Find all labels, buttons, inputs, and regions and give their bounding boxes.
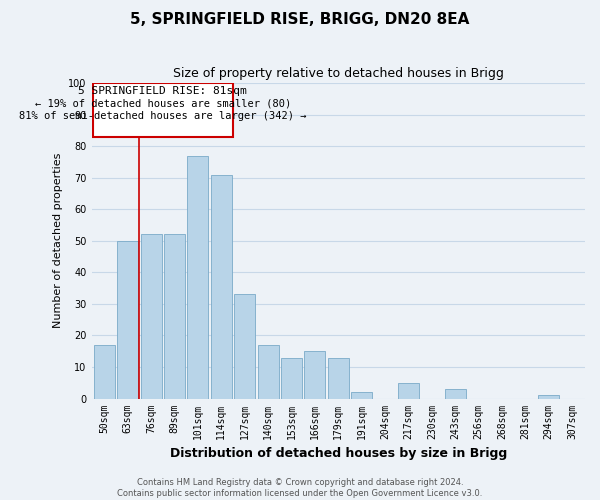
Text: 5 SPRINGFIELD RISE: 81sqm: 5 SPRINGFIELD RISE: 81sqm bbox=[79, 86, 247, 96]
FancyBboxPatch shape bbox=[93, 83, 233, 136]
Text: ← 19% of detached houses are smaller (80): ← 19% of detached houses are smaller (80… bbox=[35, 99, 291, 109]
Title: Size of property relative to detached houses in Brigg: Size of property relative to detached ho… bbox=[173, 68, 504, 80]
Y-axis label: Number of detached properties: Number of detached properties bbox=[53, 153, 63, 328]
Bar bbox=[211, 174, 232, 398]
Bar bbox=[445, 389, 466, 398]
Text: Contains HM Land Registry data © Crown copyright and database right 2024.
Contai: Contains HM Land Registry data © Crown c… bbox=[118, 478, 482, 498]
Text: 81% of semi-detached houses are larger (342) →: 81% of semi-detached houses are larger (… bbox=[19, 112, 307, 122]
Bar bbox=[281, 358, 302, 399]
Bar bbox=[304, 351, 325, 399]
Text: 5, SPRINGFIELD RISE, BRIGG, DN20 8EA: 5, SPRINGFIELD RISE, BRIGG, DN20 8EA bbox=[130, 12, 470, 28]
Bar bbox=[398, 383, 419, 398]
Bar bbox=[140, 234, 161, 398]
Bar bbox=[351, 392, 372, 398]
Bar bbox=[538, 396, 559, 398]
Bar bbox=[328, 358, 349, 399]
Bar bbox=[234, 294, 255, 399]
Bar bbox=[94, 345, 115, 399]
Bar bbox=[164, 234, 185, 398]
X-axis label: Distribution of detached houses by size in Brigg: Distribution of detached houses by size … bbox=[170, 447, 507, 460]
Bar bbox=[187, 156, 208, 398]
Bar bbox=[257, 345, 278, 399]
Bar bbox=[117, 241, 139, 398]
